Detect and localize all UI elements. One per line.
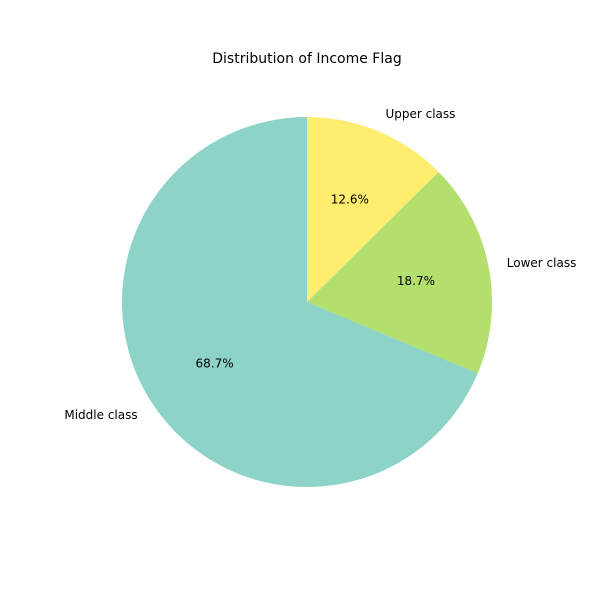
pie-slice-upper-class [307, 117, 439, 302]
pie-pct-label: 18.7% [397, 274, 435, 288]
pie-category-label: Middle class [64, 408, 137, 422]
pie-pct-label: 12.6% [331, 193, 369, 207]
pie-category-label: Lower class [507, 256, 577, 270]
pie-slice-middle-class [122, 117, 478, 487]
pie-slice-lower-class [307, 172, 493, 374]
chart-title: Distribution of Income Flag [212, 51, 401, 67]
pie-labels: 12.6% Upper class 18.7% Lower class 68.7% Mid… [64, 107, 576, 422]
pie-category-label: Upper class [385, 107, 455, 121]
pie-slices [122, 117, 493, 487]
pie-pct-label: 68.7% [196, 357, 234, 371]
